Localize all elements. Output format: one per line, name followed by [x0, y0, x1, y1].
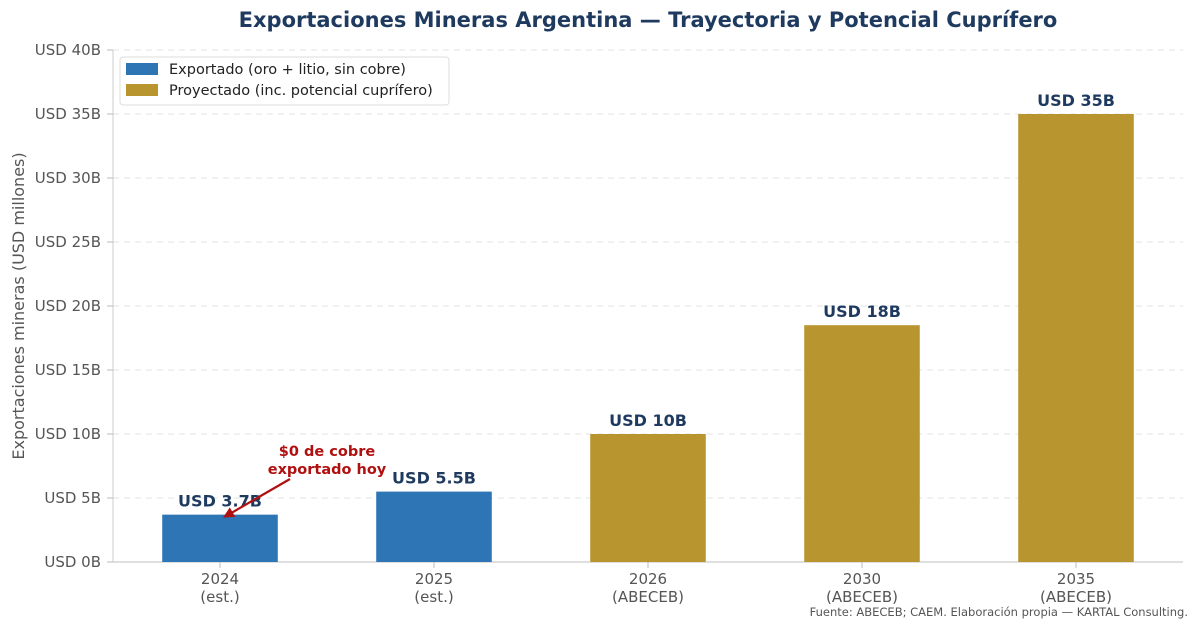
annotation-arrow — [230, 478, 291, 515]
annotation-text: $0 de cobre — [279, 444, 376, 460]
y-tick-label: USD 30B — [35, 169, 101, 187]
bar — [1018, 114, 1134, 562]
bar — [162, 514, 278, 562]
gridlines — [113, 49, 1183, 499]
y-tick-label: USD 5B — [44, 489, 101, 507]
y-axis-ticks: USD 0B USD 5B USD 10B USD 15B USD 20B USD 25B… — [35, 41, 113, 571]
x-tick-sublabel: (ABECEB) — [612, 588, 684, 606]
bar — [804, 325, 920, 562]
annotation-text: exportado hoy — [268, 462, 387, 478]
x-tick-label: 2024 — [201, 570, 239, 588]
legend-entry: Proyectado (inc. potencial cuprífero) — [169, 83, 433, 99]
data-label: USD 18B — [823, 302, 901, 321]
x-tick-label: 2026 — [629, 570, 667, 588]
data-label: USD 5.5B — [392, 469, 476, 488]
data-labels: USD 3.7B USD 5.5B USD 10B USD 18B USD 35B — [178, 91, 1115, 511]
y-tick-label: USD 15B — [35, 361, 101, 379]
legend-box — [119, 56, 450, 106]
y-tick-label: USD 25B — [35, 233, 101, 251]
y-tick-label: USD 40B — [35, 41, 101, 59]
data-label: USD 3.7B — [178, 492, 262, 511]
annotation: $0 de cobre exportado hoy — [223, 444, 387, 518]
legend: Exportado (oro + litio, sin cobre) Proyec… — [119, 56, 450, 106]
legend-swatch — [126, 84, 158, 96]
y-tick-label: USD 20B — [35, 297, 101, 315]
bar — [376, 491, 492, 562]
y-tick-label: USD 35B — [35, 105, 101, 123]
data-label: USD 10B — [609, 411, 687, 430]
x-tick-sublabel: (est.) — [200, 588, 239, 606]
x-axis-ticks: 2024(est.)2025(est.)2026(ABECEB)2030(ABE… — [200, 562, 1112, 606]
legend-swatch — [126, 63, 158, 75]
x-tick-sublabel: (est.) — [414, 588, 453, 606]
bars — [162, 114, 1134, 562]
chart-title: Exportaciones Mineras Argentina — Trayec… — [239, 8, 1058, 32]
y-axis-title: Exportaciones mineras (USD millones) — [9, 152, 28, 459]
bar — [590, 434, 706, 562]
annotation-arrowhead — [223, 507, 236, 518]
legend-entry: Exportado (oro + litio, sin cobre) — [169, 62, 406, 78]
x-tick-sublabel: (ABECEB) — [1040, 588, 1112, 606]
x-tick-label: 2025 — [415, 570, 453, 588]
y-tick-label: USD 10B — [35, 425, 101, 443]
x-tick-sublabel: (ABECEB) — [826, 588, 898, 606]
x-tick-label: 2030 — [843, 570, 881, 588]
x-tick-label: 2035 — [1057, 570, 1095, 588]
data-label: USD 35B — [1037, 91, 1115, 110]
y-tick-label: USD 0B — [44, 553, 101, 571]
source-note: Fuente: ABECEB; CAEM. Elaboración propia… — [810, 605, 1188, 619]
